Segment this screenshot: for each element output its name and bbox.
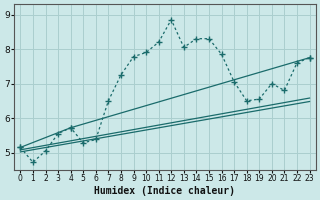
X-axis label: Humidex (Indice chaleur): Humidex (Indice chaleur) bbox=[94, 186, 236, 196]
